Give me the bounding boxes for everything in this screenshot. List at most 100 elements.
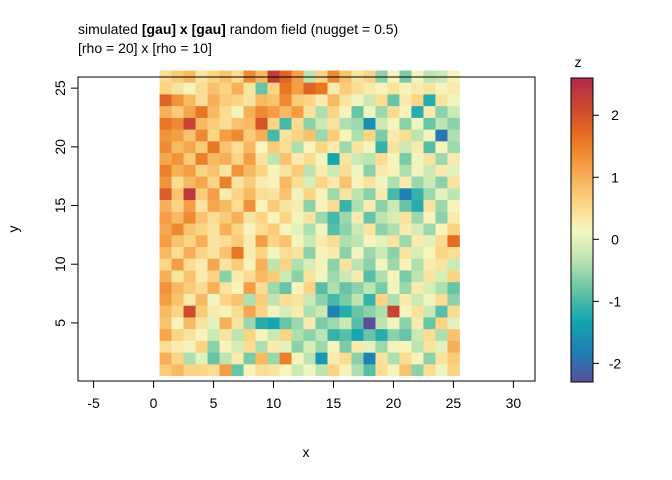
heat-cell bbox=[351, 199, 364, 212]
heat-cell bbox=[375, 293, 388, 306]
color-legend-band bbox=[571, 199, 593, 203]
heat-cell bbox=[219, 94, 232, 107]
heat-cell bbox=[375, 317, 388, 330]
heat-cell bbox=[159, 281, 172, 294]
heat-cell bbox=[207, 281, 220, 294]
heat-cell bbox=[375, 211, 388, 224]
heat-cell bbox=[387, 352, 400, 365]
heat-cell bbox=[219, 317, 232, 330]
color-legend-band bbox=[571, 260, 593, 264]
title-segment-4: random field (nugget = 0.5) bbox=[226, 21, 398, 37]
color-legend-band bbox=[571, 232, 593, 236]
heat-cell bbox=[219, 352, 232, 365]
heat-cell bbox=[411, 94, 424, 107]
heat-cell bbox=[243, 305, 256, 318]
title-segment-1: [gau] bbox=[142, 21, 176, 37]
heat-cell bbox=[159, 340, 172, 353]
color-legend-band bbox=[571, 265, 593, 269]
heat-cell bbox=[243, 164, 256, 177]
heat-cell bbox=[351, 140, 364, 154]
heat-cell bbox=[243, 105, 256, 118]
chart-title: simulated [gau] x [gau] random field (nu… bbox=[78, 21, 398, 37]
heat-cell bbox=[255, 270, 268, 283]
heat-cell bbox=[255, 105, 268, 118]
color-legend-title: z bbox=[575, 54, 582, 70]
heat-cell bbox=[327, 152, 340, 165]
heat-cell bbox=[387, 94, 400, 107]
heat-cell bbox=[435, 258, 448, 271]
heat-cell bbox=[279, 105, 292, 118]
heat-cell bbox=[171, 129, 184, 142]
heat-cell bbox=[279, 340, 292, 353]
heat-cell bbox=[291, 164, 304, 177]
heat-cell bbox=[351, 152, 364, 165]
color-legend-band bbox=[571, 255, 593, 259]
heat-cell bbox=[363, 187, 376, 201]
heat-cell bbox=[423, 270, 436, 283]
heat-cell bbox=[267, 140, 280, 154]
heat-cell bbox=[243, 234, 256, 248]
heat-cell bbox=[327, 82, 340, 95]
heat-cell bbox=[351, 234, 364, 248]
heat-cell bbox=[279, 293, 292, 306]
heat-cell bbox=[375, 258, 388, 271]
heat-cell bbox=[231, 223, 244, 236]
heat-cell bbox=[327, 129, 340, 142]
heat-cell bbox=[423, 82, 436, 95]
heat-cell bbox=[351, 117, 364, 130]
heat-cell bbox=[303, 234, 316, 248]
heat-cell bbox=[351, 176, 364, 189]
color-legend-band bbox=[571, 176, 593, 180]
heat-cell bbox=[207, 340, 220, 353]
color-legend-band bbox=[571, 311, 593, 315]
heat-cell bbox=[279, 82, 292, 95]
heat-cell bbox=[279, 281, 292, 294]
heat-cell bbox=[291, 223, 304, 236]
color-legend-band bbox=[571, 194, 593, 198]
color-legend-band bbox=[571, 197, 593, 201]
heat-cell bbox=[291, 363, 304, 377]
heat-cell bbox=[339, 340, 352, 353]
heat-cell bbox=[195, 199, 208, 212]
color-legend-band bbox=[571, 108, 593, 112]
color-legend-band bbox=[571, 83, 593, 87]
heat-cell bbox=[303, 305, 316, 318]
color-legend-band bbox=[571, 78, 593, 82]
heat-cell bbox=[267, 246, 280, 259]
heat-cell bbox=[363, 129, 376, 142]
heat-cell bbox=[255, 94, 268, 107]
heat-cell bbox=[423, 140, 436, 154]
heat-cell bbox=[267, 305, 280, 318]
color-legend-band bbox=[571, 308, 593, 312]
heat-cell bbox=[207, 363, 220, 377]
heat-cell bbox=[291, 234, 304, 248]
heat-cell bbox=[351, 164, 364, 177]
heat-cell bbox=[399, 176, 412, 189]
heat-cell bbox=[279, 352, 292, 365]
heat-cell bbox=[219, 105, 232, 118]
heat-cell bbox=[267, 211, 280, 224]
heat-cell bbox=[159, 352, 172, 365]
color-legend-band bbox=[571, 245, 593, 249]
heat-cell bbox=[411, 328, 424, 341]
color-legend-band bbox=[571, 338, 593, 342]
color-legend-band bbox=[571, 237, 593, 241]
heat-cell bbox=[279, 234, 292, 248]
heat-cell bbox=[339, 211, 352, 224]
heat-cell bbox=[315, 105, 328, 118]
color-legend-band bbox=[571, 192, 593, 196]
heat-cell bbox=[351, 328, 364, 341]
color-legend-band bbox=[571, 283, 593, 287]
color-legend-band bbox=[571, 349, 593, 353]
heat-cell bbox=[399, 234, 412, 248]
heat-cell bbox=[207, 199, 220, 212]
heat-cell bbox=[351, 305, 364, 318]
heat-cell bbox=[159, 176, 172, 189]
heat-cell bbox=[363, 211, 376, 224]
heat-cell bbox=[255, 328, 268, 341]
heat-cell bbox=[267, 258, 280, 271]
color-legend-band bbox=[571, 105, 593, 109]
heat-cell bbox=[435, 305, 448, 318]
color-legend-band bbox=[571, 151, 593, 155]
x-axis: -5 0 5 10 15 20 25 30 bbox=[87, 380, 521, 411]
